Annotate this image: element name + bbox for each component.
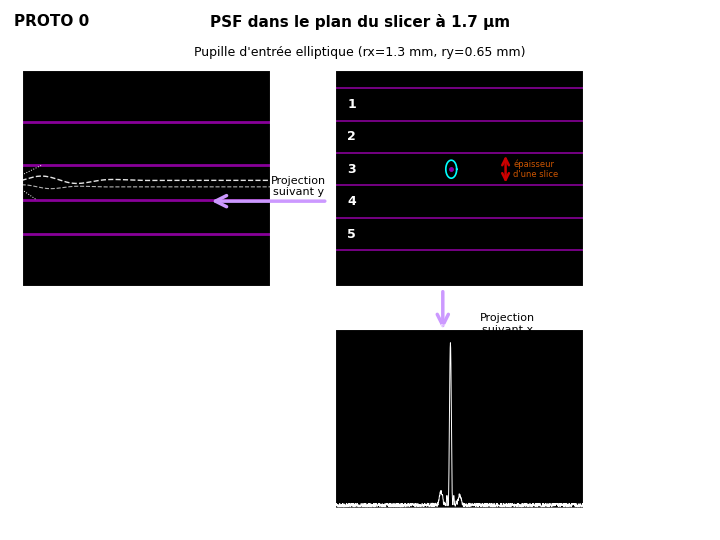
Text: épaisseur
d'une slice: épaisseur d'une slice (513, 159, 559, 179)
Text: PSF dans le plan du slicer à 1.7 µm: PSF dans le plan du slicer à 1.7 µm (210, 14, 510, 30)
Title: projection sur l'axe x: projection sur l'axe x (431, 322, 487, 328)
Text: 3: 3 (347, 163, 356, 176)
X-axis label: numéro slice: numéro slice (128, 303, 163, 308)
Text: Pupille d'entrée elliptique (rx=1.3 mm, ry=0.65 mm): Pupille d'entrée elliptique (rx=1.3 mm, … (194, 46, 526, 59)
X-axis label: pixels: pixels (451, 526, 467, 531)
Y-axis label: Intensity: Intensity (306, 407, 311, 430)
Title: projection suivant z: projection suivant z (119, 63, 173, 69)
Text: 2: 2 (347, 130, 356, 143)
Y-axis label: pixels: pixels (0, 170, 2, 186)
Text: PROTO 0: PROTO 0 (14, 14, 90, 29)
Text: Projection
suivant x: Projection suivant x (480, 313, 535, 335)
Text: Projection
suivant y: Projection suivant y (271, 176, 326, 197)
Text: 5: 5 (347, 227, 356, 240)
Text: 1: 1 (347, 98, 356, 111)
Title: PSF dans le plan du slicer 1.7 µm: PSF dans le plan du slicer 1.7 µm (413, 63, 505, 69)
Text: 4: 4 (347, 195, 356, 208)
